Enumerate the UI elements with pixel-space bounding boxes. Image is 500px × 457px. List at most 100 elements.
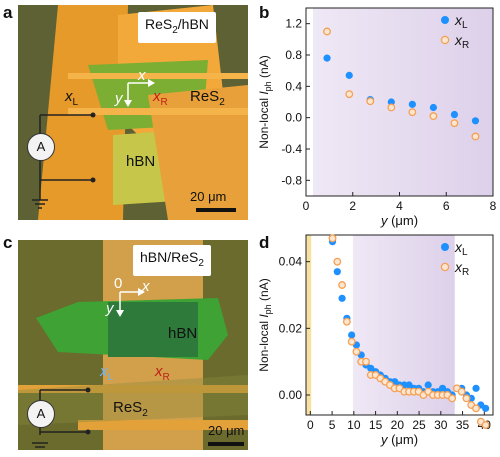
data-point-xR (366, 97, 375, 106)
legend-label-L: xL (454, 12, 468, 31)
xl-label-a: xL (65, 88, 79, 108)
legend-label-R: xR (454, 259, 469, 278)
scale-text-a: 20 μm (190, 189, 227, 204)
data-point-xL (338, 294, 346, 302)
data-point-xR (352, 347, 361, 356)
x-tick-label: 2 (349, 199, 356, 213)
y-tick-label: 0.8 (285, 48, 302, 62)
y-axis-label: Non-local Iph (nA) (257, 55, 273, 148)
data-point-xR (333, 257, 342, 266)
data-point-xR (323, 27, 331, 36)
data-point-xL (482, 404, 490, 412)
x-tick-label: 20 (391, 418, 405, 432)
y-tick-label: 0.0 (285, 111, 302, 125)
axis-y-label-a: y (115, 90, 123, 107)
data-point-xL (387, 98, 395, 106)
plot-frame (305, 234, 494, 416)
data-point-xR (328, 234, 337, 243)
legend-label-R: xR (454, 32, 469, 51)
x-tick-label: 35 (456, 418, 470, 432)
res2-label-c: ReS2 (113, 399, 148, 419)
y-axis-label: Non-local Iph (nA) (257, 278, 273, 371)
data-point-xR (345, 90, 354, 99)
hbn-label-c: hBN (168, 325, 198, 342)
data-point-xL (471, 117, 480, 125)
y-tick-label: 1.2 (285, 17, 302, 31)
x-tick-label: 10 (347, 418, 361, 432)
legend-marker-R (440, 262, 450, 272)
x-tick-label: 8 (490, 199, 497, 213)
data-point-xR (457, 387, 466, 396)
data-point-xR (408, 108, 417, 117)
data-point-xR (462, 394, 471, 403)
xl-label-c: xL (100, 363, 114, 383)
x-axis-label: y (μm) (380, 432, 418, 447)
data-point-xL (429, 103, 437, 112)
legend-marker-L (441, 16, 449, 24)
x-axis-label: y (μm) (380, 213, 418, 228)
x-tick-label: 0 (307, 418, 314, 432)
micrograph-c: hBN/ReS2 0 x y hBN xL xR ReS2 A 20 μm (18, 240, 248, 450)
axis-x-label-c: x (142, 278, 150, 295)
x-tick-label: 15 (369, 418, 383, 432)
x-tick-label: 25 (412, 418, 426, 432)
micrograph-a: ReS2/hBN x y xL xR ReS2 hBN A 20 μm (18, 5, 248, 220)
scale-bar-a (196, 208, 236, 212)
data-point-xL (424, 381, 432, 389)
x-tick-label: 4 (396, 199, 403, 213)
ammeter-c: A (27, 400, 55, 428)
axis-y-label-c: y (106, 300, 114, 317)
data-point-xR (429, 112, 438, 121)
electrode-c-top (18, 385, 248, 393)
data-point-xR (471, 132, 480, 141)
electrode-c-bottom (78, 420, 248, 430)
data-point-xL (333, 268, 341, 276)
x-tick-label: 6 (443, 199, 450, 213)
legend-label-L: xL (454, 239, 468, 258)
y-tick-label: 0.4 (285, 79, 302, 93)
data-point-xL (323, 54, 331, 62)
res2-label-a: ReS2 (190, 88, 225, 108)
y-tick-label: 0.00 (279, 388, 303, 402)
data-point-xL (345, 71, 353, 79)
panel-label-d: d (259, 233, 270, 252)
legend-marker-L (441, 243, 449, 251)
xr-label-a: xR (153, 88, 168, 108)
data-point-xR (448, 394, 457, 403)
sample-tag-a: ReS2/hBN (138, 12, 216, 43)
chart-d: 05101520253035400.040.020.00y (μm)Non-lo… (257, 234, 494, 447)
x-tick-label: 30 (434, 418, 448, 432)
chart-b: 0 2 4 6 8 1.2 0.8 0.4 0.0 -0.4 -0.8 y (μm) Non-local… (257, 7, 497, 228)
yellow-region (306, 235, 312, 415)
data-point-xL (472, 384, 480, 392)
panel-label-b: b (259, 3, 270, 22)
y-tick-label: -0.8 (281, 173, 302, 187)
sample-tag-c: hBN/ReS2 (133, 245, 211, 276)
electrode-bottom (68, 108, 248, 115)
hbn-label-a: hBN (126, 153, 156, 170)
scale-bar-c (208, 442, 244, 446)
xr-label-c: xR (155, 363, 170, 383)
axis-x-label-a: x (138, 67, 146, 84)
x-tick-label: 5 (329, 418, 336, 432)
y-tick-label: 0.02 (279, 321, 303, 335)
data-point-xL (450, 110, 459, 119)
panel-label-a: a (3, 3, 13, 22)
y-tick-label: 0.04 (279, 255, 303, 269)
ammeter-a: A (27, 133, 55, 161)
legend-marker-R (440, 35, 450, 45)
electrode-top (68, 73, 248, 79)
y-tick-label: -0.4 (281, 142, 302, 156)
data-point-xR (347, 337, 356, 346)
panel-label-c: c (3, 233, 13, 252)
data-point-xL (348, 331, 356, 339)
data-point-xR (362, 357, 370, 366)
data-point-xR (472, 404, 480, 413)
data-point-xR (387, 103, 396, 112)
origin-label-c: 0 (114, 275, 123, 292)
data-point-xR (450, 119, 459, 128)
data-point-xR (342, 317, 351, 326)
scale-text-c: 20 μm (208, 423, 245, 438)
data-point-xR (338, 281, 347, 289)
shaded-region (313, 8, 493, 196)
